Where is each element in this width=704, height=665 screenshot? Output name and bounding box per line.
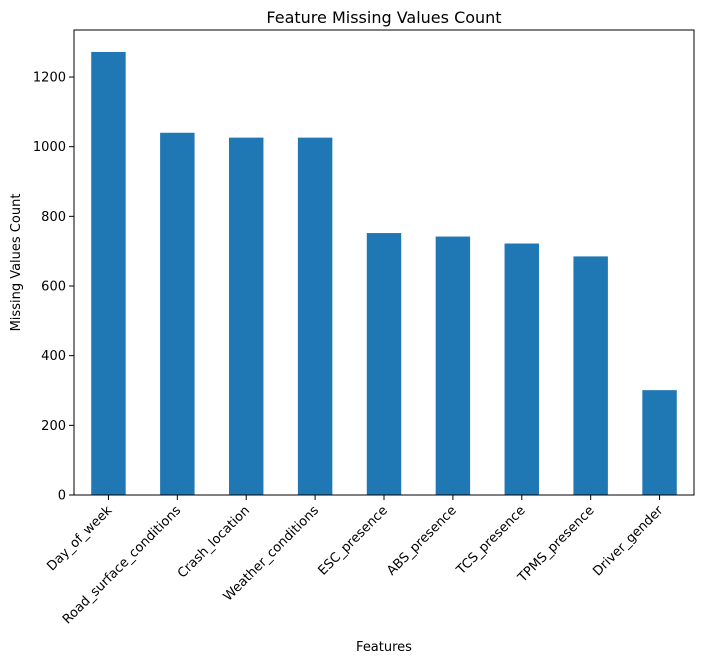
x-tick-label: TCS_presence	[453, 503, 528, 578]
x-tick-label: ESC_presence	[316, 503, 391, 578]
x-tick-label: Day_of_week	[44, 503, 115, 574]
plot-frame	[73, 29, 695, 496]
bar-tcs-presence	[504, 243, 539, 495]
y-axis: 0 200 400 600 800 1000 1200	[33, 71, 74, 504]
x-tick-label: ABS_presence	[384, 503, 460, 579]
y-tick-label: 400	[41, 349, 66, 364]
bar-esc-presence	[366, 233, 402, 495]
x-tick-label: Road_surface_conditions	[60, 503, 184, 627]
x-axis: Day_of_weekRoad_surface_conditionsCrash_…	[44, 495, 667, 627]
y-tick-label: 600	[41, 280, 66, 295]
x-tick-label: TPMS_presence	[515, 503, 598, 586]
x-axis-label: Features	[356, 640, 412, 655]
y-tick-label: 0	[58, 489, 66, 504]
bar-tpms-presence	[573, 256, 608, 495]
bar-day-of-week	[91, 51, 126, 496]
bar-abs-presence	[435, 236, 471, 495]
x-tick-label: Driver_gender	[590, 503, 667, 580]
chart-title: Feature Missing Values Count	[266, 8, 501, 27]
bar-road-surface-conditions	[160, 132, 195, 495]
y-tick-label: 200	[41, 419, 66, 434]
bar-driver-gender	[642, 390, 677, 495]
bar-weather-conditions	[297, 137, 333, 495]
x-tick-label: Crash_location	[175, 503, 253, 581]
bar-crash-location	[229, 137, 264, 495]
y-tick-label: 1000	[33, 140, 66, 155]
y-tick-label: 1200	[33, 71, 66, 86]
y-tick-label: 800	[41, 210, 66, 225]
bars-group	[91, 51, 677, 496]
y-axis-label: Missing Values Count	[9, 194, 24, 332]
